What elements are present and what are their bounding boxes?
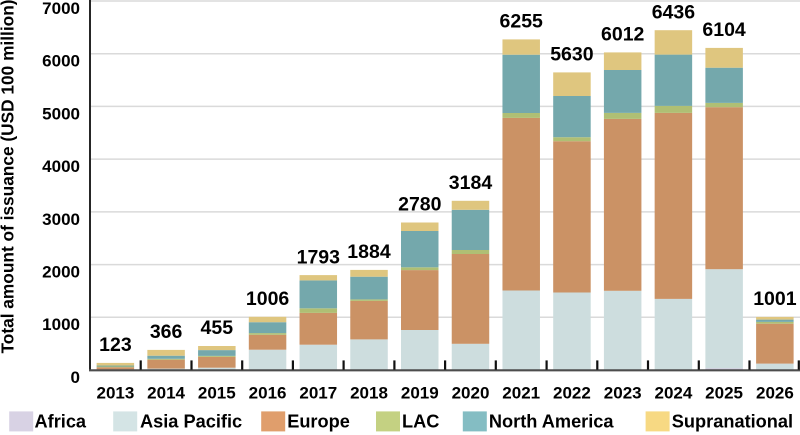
svg-text:Africa: Africa — [35, 412, 87, 432]
svg-text:2026: 2026 — [756, 384, 794, 403]
svg-text:2021: 2021 — [502, 384, 540, 403]
svg-text:2023: 2023 — [604, 384, 642, 403]
svg-text:6104: 6104 — [702, 19, 746, 41]
svg-text:2024: 2024 — [654, 384, 692, 403]
svg-text:7000: 7000 — [42, 0, 80, 18]
svg-text:North America: North America — [489, 412, 615, 432]
svg-text:1006: 1006 — [246, 288, 290, 310]
svg-text:3184: 3184 — [449, 172, 493, 194]
svg-text:4000: 4000 — [42, 157, 80, 176]
svg-text:2013: 2013 — [96, 384, 134, 403]
svg-text:2016: 2016 — [249, 384, 287, 403]
svg-text:2017: 2017 — [299, 384, 337, 403]
svg-text:1884: 1884 — [347, 241, 391, 263]
svg-text:6012: 6012 — [601, 24, 645, 46]
svg-text:5000: 5000 — [42, 104, 80, 123]
svg-text:6255: 6255 — [500, 11, 544, 33]
svg-text:2022: 2022 — [553, 384, 591, 403]
svg-text:455: 455 — [201, 317, 234, 339]
svg-text:Asia Pacific: Asia Pacific — [140, 412, 242, 432]
svg-text:123: 123 — [99, 334, 132, 356]
svg-text:5630: 5630 — [550, 44, 594, 66]
svg-text:1000: 1000 — [42, 315, 80, 334]
svg-text:2019: 2019 — [401, 384, 439, 403]
svg-text:2000: 2000 — [42, 263, 80, 282]
svg-text:2020: 2020 — [452, 384, 490, 403]
svg-text:1001: 1001 — [753, 288, 797, 310]
svg-text:0: 0 — [71, 368, 80, 387]
svg-text:3000: 3000 — [42, 210, 80, 229]
svg-text:Europe: Europe — [287, 412, 350, 432]
svg-text:Total amount of issuance (USD: Total amount of issuance (USD 100 millio… — [0, 0, 18, 353]
svg-text:2780: 2780 — [398, 194, 442, 216]
svg-text:2015: 2015 — [198, 384, 236, 403]
svg-text:366: 366 — [150, 321, 183, 343]
svg-text:2025: 2025 — [705, 384, 743, 403]
svg-text:1793: 1793 — [297, 246, 341, 268]
svg-text:Supranational: Supranational — [672, 412, 793, 432]
svg-text:2014: 2014 — [147, 384, 185, 403]
svg-text:2018: 2018 — [350, 384, 388, 403]
svg-text:6436: 6436 — [652, 1, 696, 23]
svg-text:LAC: LAC — [402, 412, 439, 432]
svg-text:6000: 6000 — [42, 52, 80, 71]
